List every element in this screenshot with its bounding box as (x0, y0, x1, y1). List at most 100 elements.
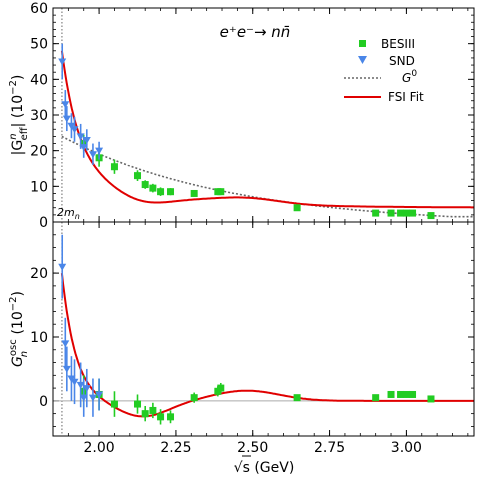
snd-point (58, 263, 67, 271)
legend: BESIII SND G0 FSI Fit (344, 37, 424, 104)
besiii-point (372, 394, 380, 402)
besiii-point (397, 390, 405, 398)
legend-item-g0: G0 (344, 69, 417, 85)
snd-point (70, 378, 79, 386)
threshold-label: 2mn (57, 206, 80, 221)
besiii-point (293, 394, 301, 402)
besiii-point (402, 390, 410, 398)
x-tick-label: 2.50 (237, 440, 268, 456)
besiii-point (110, 400, 118, 408)
besiii-point (157, 188, 165, 196)
besiii-point (427, 395, 435, 403)
besiii-point (190, 189, 198, 197)
besiii-point (157, 413, 165, 421)
y-tick-label: 60 (30, 1, 48, 17)
besiii-point (397, 209, 405, 217)
top-panel-y-ticks: 0 10 20 30 40 50 60 (30, 1, 474, 231)
top-panel-data-points (58, 43, 435, 220)
y-tick-label: 10 (30, 330, 48, 346)
besiii-point (141, 181, 149, 189)
ylabel-sub: eff (19, 126, 30, 140)
y-tick-label: 10 (30, 179, 48, 195)
ylabel-main: |G (10, 140, 26, 156)
legend-label-g0: G0 (402, 69, 417, 85)
snd-point (76, 381, 85, 389)
legend-item-snd: SND (358, 54, 415, 68)
snd-point (61, 340, 70, 348)
ylabel-tail: (10 (10, 311, 26, 339)
fsi-fit-curve (60, 273, 474, 418)
bottom-panel-data-points (58, 234, 435, 425)
snd-point (88, 394, 97, 402)
bottom-panel-oscillation: Goscn (10−2) 0 10 20 2.00 2.25 2.50 2.75 3.00 (8, 221, 475, 456)
snd-point (79, 394, 88, 402)
ylabel-tail: | (10 (10, 95, 26, 127)
besiii-point (190, 394, 198, 402)
x-tick-label: 2.75 (314, 440, 345, 456)
besiii-point (134, 172, 142, 180)
besiii-point (134, 400, 142, 408)
y-tick-label: 0 (39, 215, 48, 231)
legend-item-besiii: BESIII (359, 37, 415, 51)
snd-point (61, 101, 70, 109)
besiii-point (110, 163, 118, 171)
besiii-point (387, 390, 395, 398)
besiii-point (149, 184, 157, 192)
besiii-point (372, 209, 380, 217)
legend-marker-besiii (359, 40, 366, 47)
y-tick-label: 0 (39, 394, 48, 410)
snd-point (62, 115, 71, 123)
snd-point (82, 385, 91, 393)
legend-marker-snd (358, 56, 367, 64)
ylabel-sup: osc (8, 339, 19, 356)
legend-label-fsi-fit: FSI Fit (388, 90, 424, 104)
besiii-point (402, 209, 410, 217)
y-tick-label: 20 (30, 266, 48, 282)
besiii-point (427, 212, 435, 220)
x-tick-label: 2.00 (84, 440, 115, 456)
besiii-point (167, 188, 175, 196)
svg-text:Goscn (10−2): Goscn (10−2) (8, 291, 30, 367)
ylabel-exp: −2 (8, 296, 19, 311)
bottom-panel-y-axis-label: Goscn (10−2) (8, 291, 30, 367)
y-tick-label: 30 (30, 108, 48, 124)
ylabel-sup: n (8, 133, 19, 139)
besiii-point (293, 204, 301, 212)
besiii-point (217, 188, 225, 196)
chart-title: e⁺e⁻→ nn̄ (220, 23, 291, 41)
ylabel-exp: −2 (8, 80, 19, 95)
besiii-point (167, 413, 175, 421)
legend-label-snd: SND (389, 54, 415, 68)
y-tick-label: 50 (30, 37, 48, 53)
snd-point (79, 144, 88, 152)
ylabel-main: G (10, 356, 26, 367)
g0-curve (61, 135, 474, 218)
y-tick-label: 20 (30, 144, 48, 160)
besiii-point (217, 384, 225, 392)
besiii-point (409, 390, 417, 398)
legend-item-fsi-fit: FSI Fit (344, 90, 424, 104)
ylabel-close: ) (10, 75, 26, 80)
y-tick-label: 40 (30, 72, 48, 88)
snd-point (62, 365, 71, 373)
snd-point (70, 126, 79, 134)
besiii-point (141, 410, 149, 418)
top-panel-y-axis-label: |Gneff| (10−2) (8, 75, 30, 156)
besiii-point (387, 209, 395, 217)
bottom-panel-x-ticks: 2.00 2.25 2.50 2.75 3.00 (67, 222, 469, 456)
bottom-panel-frame (52, 221, 475, 437)
ylabel-close: ) (10, 291, 26, 296)
legend-label-besiii: BESIII (381, 37, 415, 51)
top-panel-effective-form-factor: |Gneff| (10−2) 0 10 20 30 40 50 60 e⁺e⁻→ nn̄ 2… (8, 1, 475, 231)
fsi-fit-curve (60, 50, 474, 209)
snd-point (82, 136, 91, 144)
bottom-panel-y-ticks: 0 10 20 (30, 234, 474, 427)
ylabel-sub: n (19, 351, 30, 357)
x-axis-label: √s (GeV) (234, 460, 295, 476)
snd-point (95, 391, 104, 399)
snd-point (58, 58, 67, 66)
svg-text:|Gneff| (10−2): |Gneff| (10−2) (8, 75, 30, 156)
snd-point (95, 147, 104, 155)
x-tick-label: 2.25 (160, 440, 191, 456)
